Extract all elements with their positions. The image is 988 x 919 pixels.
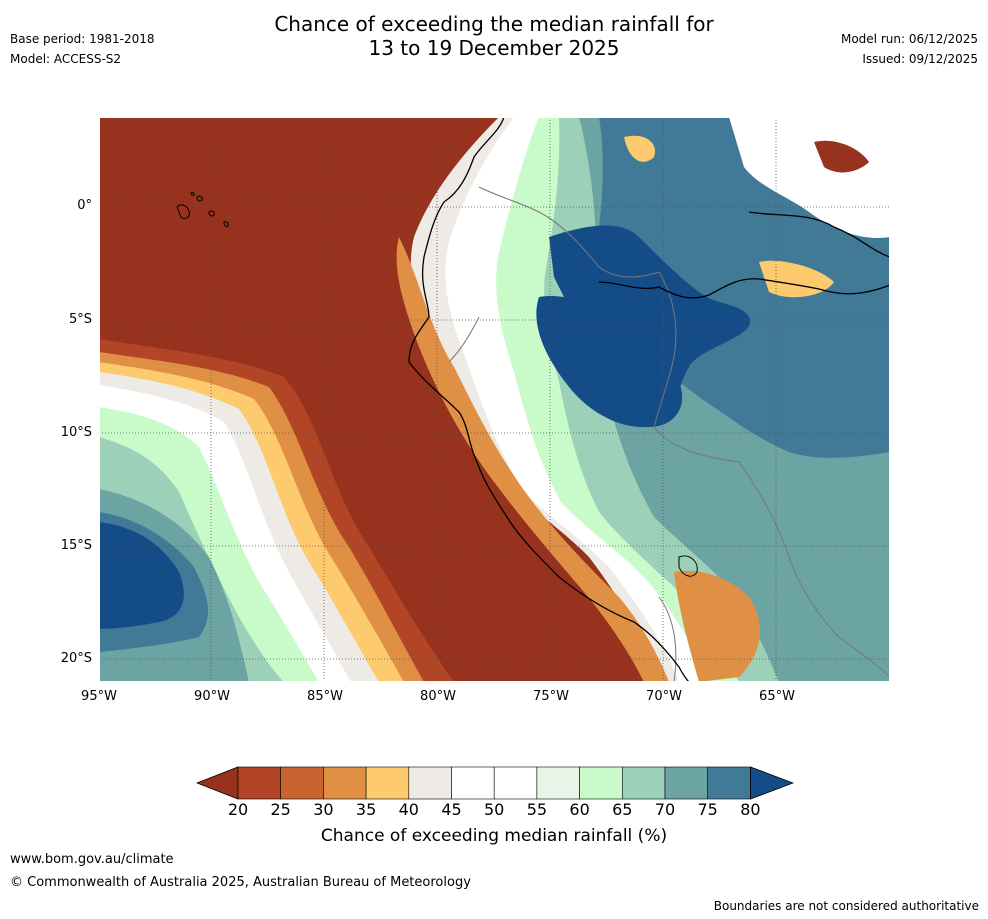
colorbar-title: Chance of exceeding median rainfall (%) [320,826,668,846]
central-core-80 [536,296,683,428]
colorbar-tick-label: 20 [227,800,249,819]
colorbar-tick-label: 65 [612,800,633,819]
colorbar-extend-high [750,766,794,800]
title-line-2: 13 to 19 December 2025 [368,36,620,60]
colorbar-tick-labels: 20 25 30 35 40 45 50 55 60 65 70 75 80 [0,800,988,822]
colorbar-swatch [664,766,709,800]
base-period: Base period: 1981-2018 [10,32,155,46]
colorbar-tick-label: 35 [355,800,377,819]
colorbar-tick-label: 75 [697,800,718,819]
footer-url: www.bom.gov.au/climate [10,852,174,867]
colorbar-swatch [323,766,367,800]
meta-left: Base period: 1981-2018 Model: ACCESS-S2 [10,32,155,67]
colorbar-swatch [536,766,580,800]
map-canvas [99,117,890,682]
issued-date: Issued: 09/12/2025 [862,52,978,66]
colorbar-swatch [237,766,282,800]
colorbar [196,766,794,800]
lat-label-15s: 15°S [60,538,92,553]
colorbar-swatch [408,766,452,800]
colorbar-swatch [365,766,410,800]
lon-label-90w: 90°W [194,689,230,704]
graticule [99,117,890,682]
lon-label-75w: 75°W [533,689,569,704]
colorbar-tick-label: 55 [526,800,548,819]
lon-label-95w: 95°W [81,689,117,704]
meta-right: Model run: 06/12/2025 Issued: 09/12/2025 [841,32,978,67]
southwest-core-80 [99,522,184,629]
colorbar-swatch [451,766,495,800]
north-dry-spot [624,135,655,162]
colorbar-swatch [579,766,623,800]
colorbar-tick-label: 30 [313,800,334,819]
country-borders [448,186,890,682]
colorbar-tick-label: 60 [569,800,590,819]
lat-label-10s: 10°S [60,425,92,440]
lat-label-0: 0° [77,198,92,213]
colorbar-swatch [621,766,666,800]
footer-note: Boundaries are not considered authoritat… [713,899,979,913]
map-frame [99,117,890,682]
map-panel [99,117,890,682]
lon-label-70w: 70°W [646,689,682,704]
lat-label-20s: 20°S [60,651,92,666]
map-title: Chance of exceeding the median rainfall … [0,12,988,60]
lon-label-80w: 80°W [420,689,456,704]
northeast-dry-core [814,140,869,173]
lake-titicaca [678,555,698,577]
lon-label-85w: 85°W [307,689,343,704]
coastal-dry-fringe [396,237,669,682]
altiplano-dry-patch [674,570,760,682]
model-run: Model run: 06/12/2025 [840,32,978,46]
colorbar-swatch [280,766,324,800]
colorbar-tick-label: 45 [441,800,462,819]
colorbar-tick-label: 80 [740,800,761,819]
title-line-1: Chance of exceeding the median rainfall … [274,12,714,36]
colorbar-tick-label: 25 [270,800,291,819]
colorbar-tick-label: 40 [398,800,419,819]
colorbar-swatches [196,766,794,800]
lon-label-65w: 65°W [759,689,795,704]
colorbar-extend-low [196,766,239,800]
colorbar-swatch [707,766,751,800]
footer-copyright: © Commonwealth of Australia 2025, Austra… [10,875,471,890]
colorbar-tick-label: 50 [484,800,505,819]
lat-label-5s: 5°S [68,312,92,327]
galapagos-islands [176,192,229,227]
model-name: Model: ACCESS-S2 [10,52,122,66]
colorbar-swatch [493,766,538,800]
colorbar-tick-label: 70 [654,800,676,819]
coastline [408,117,890,682]
